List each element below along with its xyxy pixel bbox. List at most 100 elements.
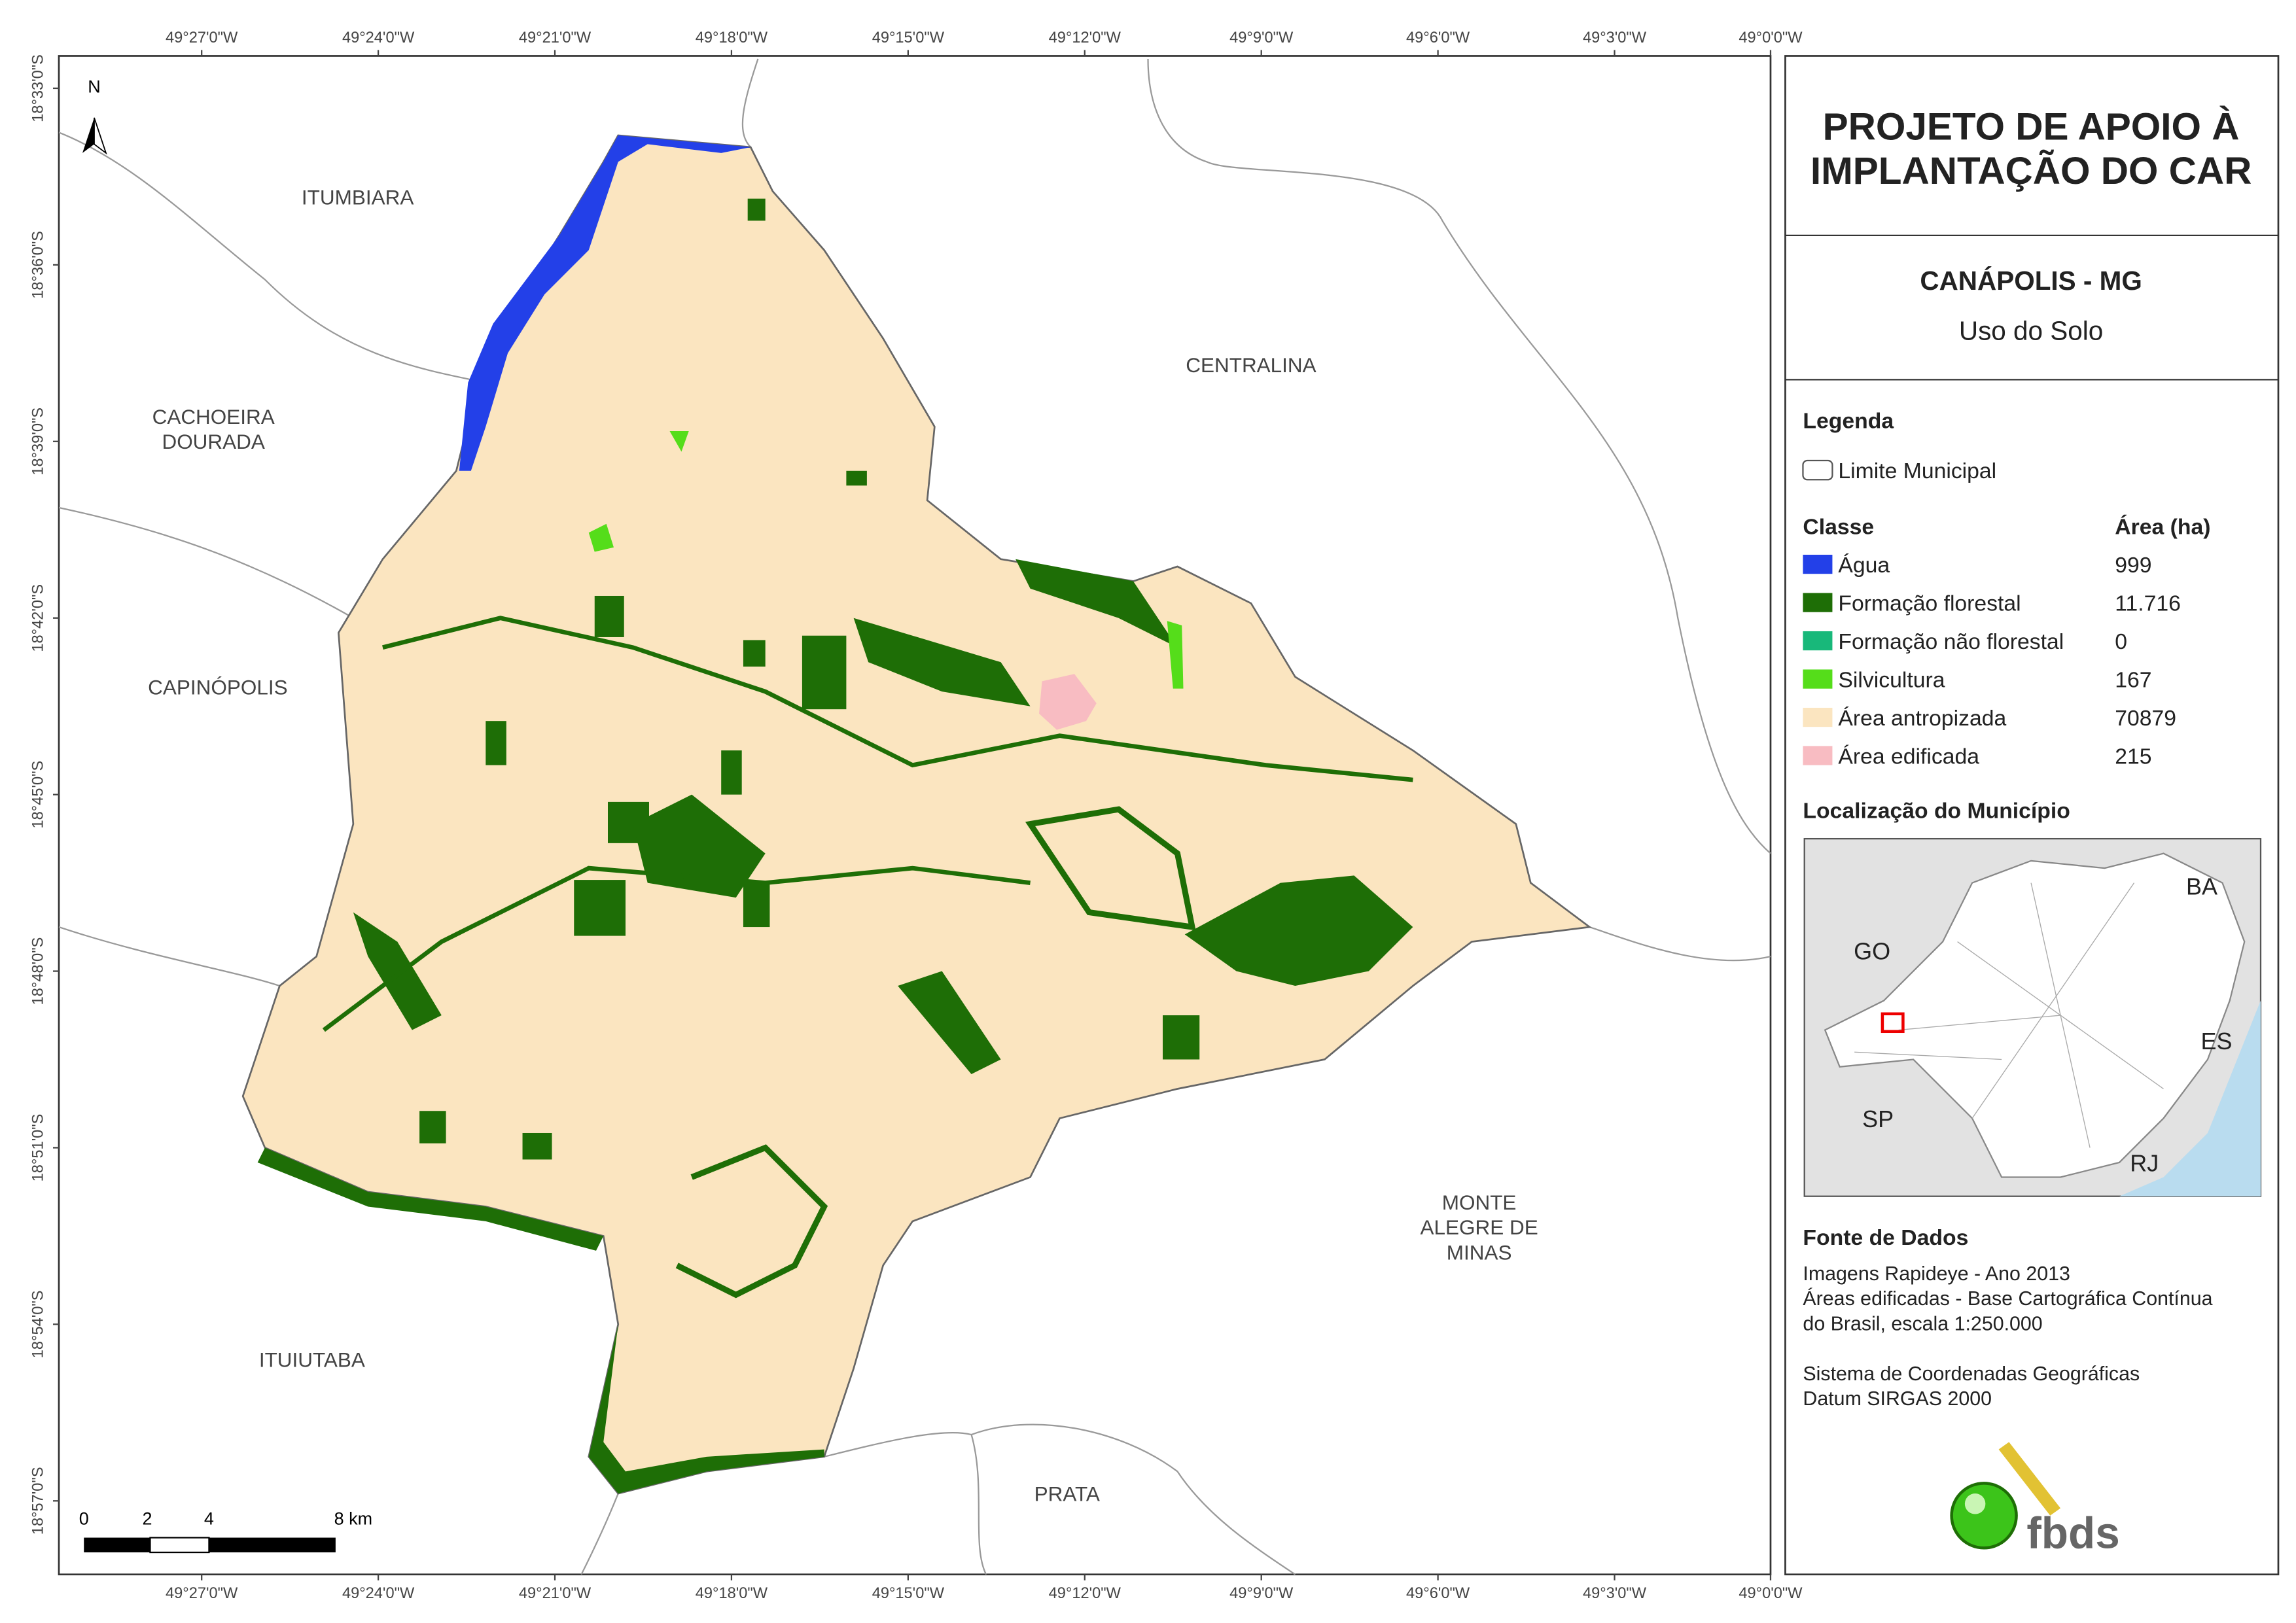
forest-patch	[1016, 559, 1178, 648]
forest-patch	[522, 1132, 552, 1160]
forest-patch	[353, 912, 442, 1030]
boundary-line	[1589, 926, 1771, 962]
forest-patch	[419, 1111, 446, 1143]
y-coord-label: 18°51'0"S	[29, 1114, 46, 1182]
forest-patch	[1184, 875, 1413, 986]
silviculture-patch	[1167, 621, 1184, 689]
x-coord-label: 49°12'0"W	[1049, 29, 1122, 46]
forest-patch	[1162, 1015, 1200, 1060]
neighbor-boundaries	[58, 58, 1771, 1575]
legend-swatch	[1803, 707, 1833, 727]
legend-swatch	[1803, 746, 1833, 765]
legend-class: Formação florestal	[1838, 591, 2021, 616]
source-line: Datum SIRGAS 2000	[1803, 1388, 1992, 1410]
locator-map	[1803, 837, 2262, 1197]
y-coord-label: 18°36'0"S	[29, 231, 46, 299]
place-name: CENTRALINA	[1186, 353, 1316, 377]
panel-title: IMPLANTAÇÃO DO CAR	[1810, 149, 2252, 192]
stream-forest	[675, 1144, 828, 1299]
stream-forest	[322, 865, 1031, 1032]
area-heading: Área (ha)	[2115, 515, 2210, 540]
x-coord-label: 49°6'0"W	[1406, 29, 1470, 46]
forest-patch	[633, 794, 766, 898]
legend-swatch	[1803, 631, 1833, 651]
place-name: ALEGRE DE	[1420, 1215, 1538, 1239]
legend-swatch	[1803, 554, 1833, 574]
locator-label: GO	[1854, 938, 1890, 965]
forest-patch	[846, 470, 867, 486]
legend-area: 999	[2115, 553, 2151, 578]
legend-heading: Legenda	[1803, 409, 1894, 434]
legend-area: 11.716	[2115, 591, 2181, 616]
x-coord-label: 49°9'0"W	[1229, 1585, 1294, 1602]
x-coord-label: 49°21'0"W	[519, 1585, 592, 1602]
x-coord-label: 49°3'0"W	[1583, 1585, 1647, 1602]
side-panel: PROJETO DE APOIO À IMPLANTAÇÃO DO CAR CA…	[1784, 55, 2280, 1576]
forest-patch	[574, 880, 626, 936]
scale-label: 2	[142, 1509, 152, 1528]
place-name: MONTE	[1442, 1191, 1517, 1214]
boundary-label: Limite Municipal	[1838, 459, 1996, 483]
scale-segment	[149, 1537, 210, 1554]
x-coord-label: 49°0'0"W	[1739, 29, 1803, 46]
logo-bar	[1998, 1442, 2061, 1516]
place-name: CACHOEIRA	[152, 405, 275, 428]
x-coord-label: 49°6'0"W	[1406, 1585, 1470, 1602]
panel-title: PROJETO DE APOIO À	[1823, 105, 2240, 148]
place-name: PRATA	[1034, 1482, 1100, 1505]
x-coord-label: 49°9'0"W	[1229, 29, 1294, 46]
boundary-line	[580, 1493, 619, 1575]
forest-patch	[747, 198, 766, 221]
x-coord-label: 49°15'0"W	[872, 29, 945, 46]
y-coord-label: 18°45'0"S	[29, 761, 46, 829]
place-name: MINAS	[1447, 1240, 1512, 1264]
forest-patch	[853, 618, 1031, 707]
boundary-line	[741, 58, 759, 148]
forest-patch	[588, 1324, 824, 1494]
y-coord-label: 18°42'0"S	[29, 584, 46, 652]
subtitle: Uso do Solo	[1959, 316, 2103, 346]
legend-class: Formação não florestal	[1838, 629, 2064, 654]
x-coord-label: 49°3'0"W	[1583, 29, 1647, 46]
scale-segment	[84, 1537, 150, 1553]
y-coord-label: 18°33'0"S	[29, 54, 46, 122]
boundary-line	[1147, 58, 1771, 854]
north-label: N	[88, 77, 101, 97]
locator-label: ES	[2201, 1028, 2233, 1055]
locator-lines	[1854, 882, 2164, 1148]
stream-forest	[1025, 806, 1196, 931]
scale-label: 8 km	[334, 1509, 372, 1528]
y-coord-label: 18°48'0"S	[29, 937, 46, 1005]
forest-patch	[743, 640, 766, 667]
scale-label: 0	[79, 1509, 89, 1528]
x-coord-label: 49°18'0"W	[696, 29, 768, 46]
water-body	[459, 135, 751, 471]
x-coord-label: 49°0'0"W	[1739, 1585, 1803, 1602]
x-coord-label: 49°27'0"W	[166, 29, 238, 46]
locator-highlight	[1881, 1012, 1905, 1034]
scale-bar: 0 2 4 8 km	[79, 1509, 372, 1554]
locator-label: SP	[1862, 1106, 1894, 1132]
logo-text: fbds	[2026, 1509, 2119, 1558]
legend-class: Silvicultura	[1838, 667, 1945, 692]
source-line: Sistema de Coordenadas Geográficas	[1803, 1363, 2140, 1385]
scale-label: 4	[204, 1509, 214, 1528]
x-coord-label: 49°27'0"W	[166, 1585, 238, 1602]
locator-label: BA	[2186, 873, 2217, 900]
logo-circle	[1950, 1482, 2018, 1550]
y-coord-label: 18°39'0"S	[29, 408, 46, 476]
boundary-line	[58, 131, 486, 383]
source-heading: Fonte de Dados	[1803, 1225, 1968, 1250]
boundary-swatch	[1802, 459, 1833, 481]
built-area	[1039, 674, 1097, 730]
legend-area: 167	[2115, 667, 2151, 692]
boundary-line	[971, 1423, 1296, 1575]
x-coord-label: 49°15'0"W	[872, 1585, 945, 1602]
forest-patch	[802, 635, 847, 710]
scale-segment	[209, 1537, 336, 1553]
legend-area: 0	[2115, 629, 2127, 654]
legend-class: Área edificada	[1838, 744, 1979, 769]
logo: fbds	[1950, 1442, 2120, 1558]
